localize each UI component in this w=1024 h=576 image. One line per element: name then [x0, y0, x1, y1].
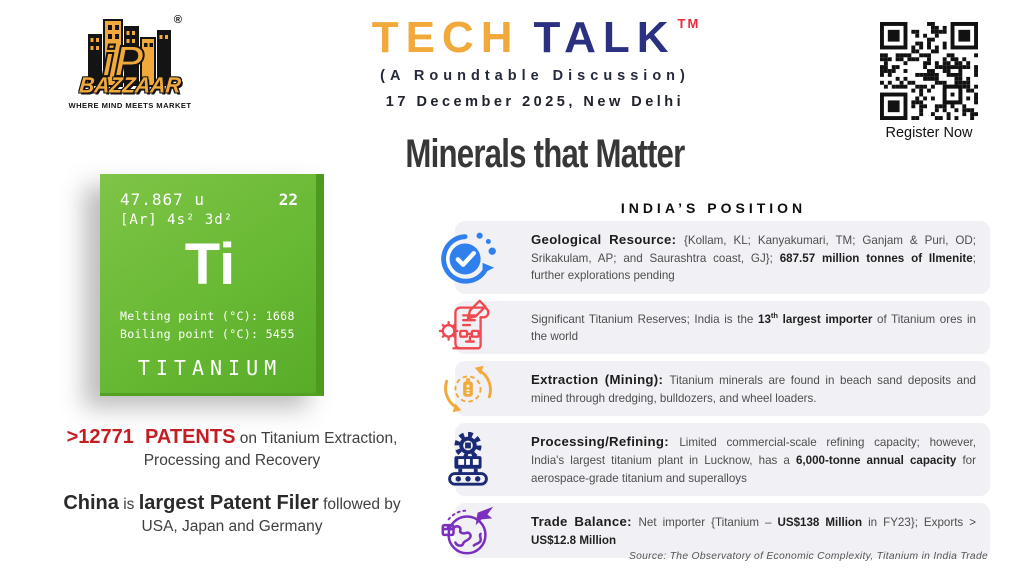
position-row-box: Trade Balance: Net importer {Titanium – …	[455, 502, 990, 559]
position-row: Extraction (Mining): Titanium minerals a…	[437, 361, 990, 417]
ip-bazzaar-logo: ® iP BAZZAAR WHERE MIND MEETS MARKET	[60, 12, 200, 110]
trademark-mark: TM	[677, 16, 701, 31]
qr-code[interactable]	[880, 22, 978, 120]
atomic-number: 22	[278, 190, 298, 209]
position-row-text: Geological Resource: {Kollam, KL; Kanyak…	[531, 232, 980, 283]
patent-scroll-icon	[437, 296, 499, 358]
event-subtitle: (A Roundtable Discussion)	[380, 68, 690, 84]
register-now-label: Register Now	[885, 125, 973, 141]
event-header: TECH TALK TM (A Roundtable Discussion) 17 …	[300, 16, 770, 111]
brand-tagline: WHERE MIND MEETS MARKET	[68, 101, 192, 110]
position-row-box: Extraction (Mining): Titanium minerals a…	[455, 361, 990, 417]
patents-block: >12771 PATENTS on Titanium Extraction, P…	[38, 424, 426, 536]
position-row-box: Significant Titanium Reserves; India is …	[455, 300, 990, 355]
position-row: Significant Titanium Reserves; India is …	[437, 300, 990, 355]
element-name: TITANIUM	[137, 355, 283, 380]
event-date-location: 17 December 2025, New Delhi	[385, 94, 685, 110]
mining-cycle-icon	[437, 358, 499, 420]
atomic-mass: 47.867 u	[120, 190, 206, 209]
position-row-text: Trade Balance: Net importer {Titanium – …	[531, 513, 980, 547]
position-row-text: Processing/Refining: Limited commercial-…	[531, 434, 980, 485]
source-attribution: Source: The Observatory of Economic Comp…	[628, 551, 988, 562]
globe-trade-icon	[437, 500, 499, 562]
patent-filer-line: China is largest Patent Filer followed b…	[63, 492, 401, 514]
register-block[interactable]: Register Now	[872, 22, 986, 141]
patent-filer-line2: USA, Japan and Germany	[141, 518, 323, 535]
position-row-box: Processing/Refining: Limited commercial-…	[455, 423, 990, 496]
position-row-text: Extraction (Mining): Titanium minerals a…	[531, 372, 980, 406]
check-circle-icon	[437, 226, 499, 288]
registered-mark: ®	[173, 14, 182, 26]
title-word-tech: TECH	[371, 13, 520, 62]
electron-configuration: [Ar] 4s² 3d²	[120, 212, 234, 228]
brand-name: BAZZAAR	[78, 73, 182, 98]
india-position-heading: INDIA’S POSITION	[620, 200, 807, 216]
position-row: Geological Resource: {Kollam, KL; Kanyak…	[437, 221, 990, 294]
city-skyline-icon: iP	[88, 19, 171, 87]
boiling-point: Boiling point (°C): 5455	[120, 326, 295, 341]
titanium-element-card: 47.867 u [Ar] 4s² 3d² 22 Ti Melting poin…	[100, 174, 324, 396]
melting-point: Melting point (°C): 1668	[120, 309, 295, 323]
factory-icon	[437, 429, 499, 491]
svg-text:iP: iP	[102, 37, 144, 86]
patents-count-line: >12771 PATENTS on Titanium Extraction,	[66, 426, 398, 448]
event-title: TECH TALK TM	[300, 16, 770, 60]
position-row-text: Significant Titanium Reserves; India is …	[531, 310, 980, 343]
position-row: Processing/Refining: Limited commercial-…	[437, 423, 990, 496]
patents-count-line2: Processing and Recovery	[143, 452, 321, 469]
title-word-talk: TALK	[533, 13, 676, 62]
india-position-rows: Geological Resource: {Kollam, KL; Kanyak…	[437, 221, 990, 559]
page-title: Minerals that Matter	[405, 132, 685, 176]
position-row: Trade Balance: Net importer {Titanium – …	[437, 502, 990, 559]
position-row-box: Geological Resource: {Kollam, KL; Kanyak…	[455, 221, 990, 294]
element-symbol: Ti	[184, 232, 236, 297]
